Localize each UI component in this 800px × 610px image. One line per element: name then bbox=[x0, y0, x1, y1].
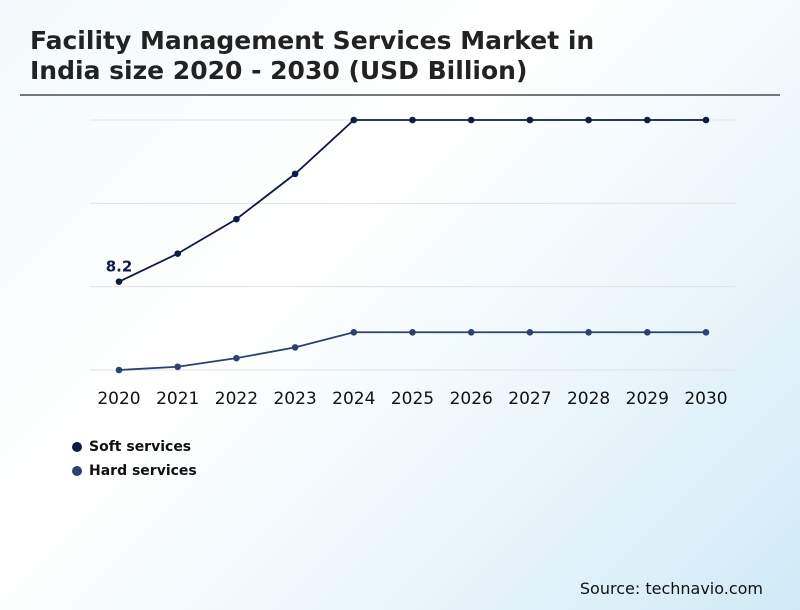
data-point bbox=[702, 116, 710, 124]
x-tick-label: 2028 bbox=[567, 389, 610, 409]
data-point bbox=[291, 344, 299, 351]
legend-label-hard: Hard services bbox=[89, 463, 197, 479]
source-credit: Source: technavio.com bbox=[579, 579, 763, 598]
data-point bbox=[350, 328, 358, 336]
data-point bbox=[115, 366, 123, 374]
data-point bbox=[233, 354, 240, 362]
data-point bbox=[174, 363, 181, 371]
data-point bbox=[644, 116, 651, 124]
data-label: 8.2 bbox=[106, 258, 133, 276]
x-tick-label: 2024 bbox=[332, 389, 375, 409]
data-point bbox=[174, 250, 181, 257]
x-tick-label: 2020 bbox=[97, 389, 140, 409]
x-tick-label: 2023 bbox=[273, 389, 316, 409]
series-line-soft bbox=[118, 119, 706, 283]
x-tick-label: 2030 bbox=[684, 389, 727, 409]
data-point bbox=[467, 116, 475, 124]
x-tick-label: 2027 bbox=[508, 389, 551, 409]
x-tick-label: 2026 bbox=[450, 389, 493, 409]
legend-marker-soft bbox=[72, 442, 82, 452]
legend-item-hard-services: Hard services bbox=[72, 459, 197, 483]
data-point bbox=[585, 116, 592, 124]
data-point bbox=[585, 328, 592, 336]
data-point bbox=[702, 328, 710, 336]
legend: Soft services Hard services bbox=[72, 435, 197, 483]
series-line-hard bbox=[118, 331, 706, 371]
data-point bbox=[644, 328, 651, 336]
data-point bbox=[409, 328, 416, 336]
title-line-2: India size 2020 - 2030 (USD Billion) bbox=[30, 56, 528, 85]
x-tick-label: 2025 bbox=[391, 389, 434, 409]
legend-marker-hard bbox=[72, 466, 82, 476]
data-point bbox=[526, 116, 534, 124]
data-point bbox=[409, 116, 416, 124]
data-point bbox=[291, 170, 299, 178]
chart-title: Facility Management Services Market in I… bbox=[30, 26, 594, 86]
data-point bbox=[350, 116, 358, 124]
title-divider bbox=[20, 94, 780, 96]
x-tick-label: 2022 bbox=[215, 389, 258, 409]
data-point bbox=[526, 328, 534, 336]
data-point bbox=[467, 328, 475, 336]
title-line-1: Facility Management Services Market in bbox=[30, 26, 595, 55]
data-point bbox=[233, 215, 240, 223]
x-tick-label: 2029 bbox=[626, 389, 669, 409]
data-point bbox=[115, 278, 123, 285]
legend-label-soft: Soft services bbox=[89, 439, 192, 455]
legend-item-soft-services: Soft services bbox=[72, 435, 197, 459]
x-tick-label: 2021 bbox=[156, 389, 199, 409]
